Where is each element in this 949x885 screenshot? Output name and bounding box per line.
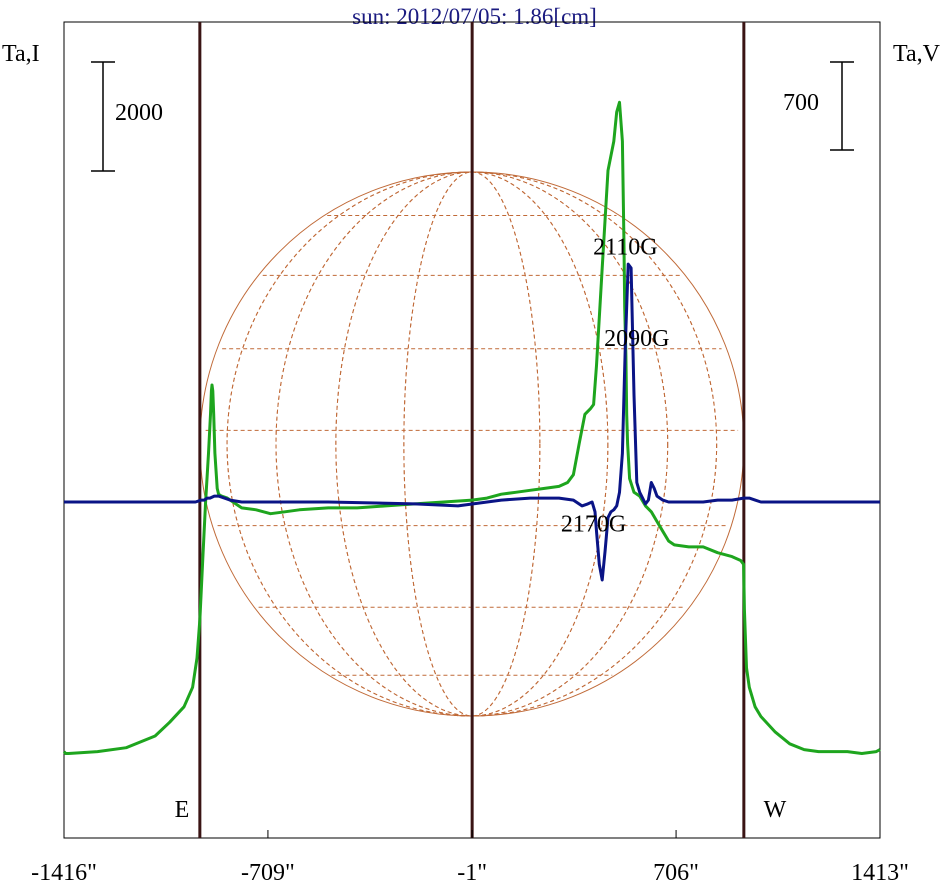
scale-bar-label-right: 700 xyxy=(783,90,819,116)
x-tick-label: -1" xyxy=(457,860,487,885)
west-limb-label: W xyxy=(764,797,787,823)
x-tick-label: 1413" xyxy=(851,860,909,885)
chart-title: sun: 2012/07/05: 1.86[cm] xyxy=(352,4,597,29)
x-tick-label: -709" xyxy=(241,860,295,885)
east-limb-label: E xyxy=(175,797,190,823)
stokes-i-line xyxy=(62,100,881,755)
longitude-gridline xyxy=(403,171,541,717)
y-axis-label-right: Ta,V xyxy=(893,41,940,67)
x-tick-label: 706" xyxy=(653,860,699,885)
field-strength-annotation: 2090G xyxy=(604,326,669,352)
y-axis-label-left: Ta,I xyxy=(2,41,40,67)
stokes-v-line xyxy=(64,262,880,582)
field-strength-annotation: 2110G xyxy=(593,234,657,260)
scale-bar-label-left: 2000 xyxy=(115,100,163,126)
x-tick-label: -1416" xyxy=(31,860,97,885)
field-strength-annotation: 2170G xyxy=(561,511,626,537)
